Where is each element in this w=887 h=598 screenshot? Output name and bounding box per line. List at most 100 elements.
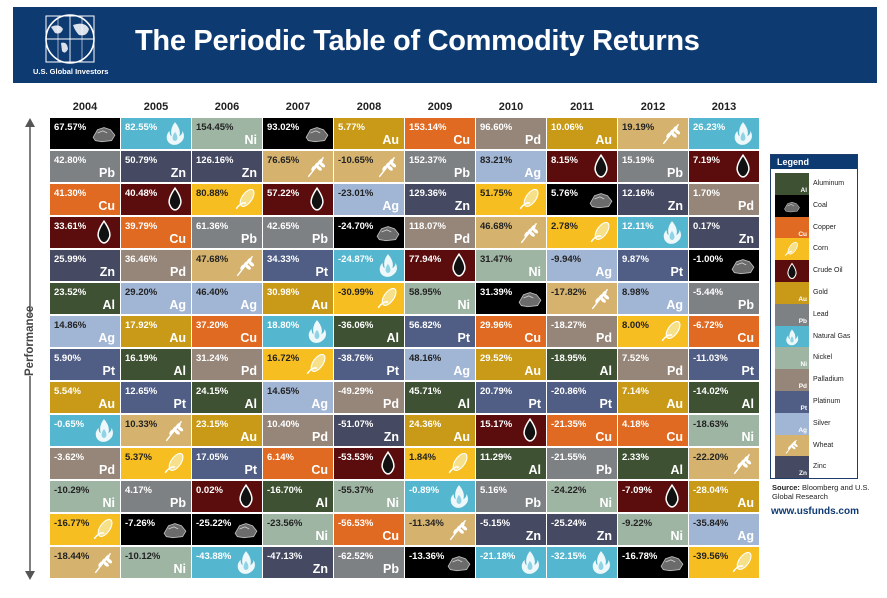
commodity-icon	[659, 120, 685, 149]
return-value: 42.65%	[267, 221, 300, 232]
return-value: 50.79%	[125, 155, 158, 166]
return-value: -11.03%	[693, 353, 728, 364]
return-value: -18.27%	[551, 320, 587, 331]
corn-icon	[377, 287, 397, 309]
legend-item: Pb Lead	[775, 303, 859, 326]
performance-axis-label: Performance	[24, 305, 38, 376]
return-value: -0.89%	[409, 485, 440, 496]
commodity-symbol: Pd	[525, 133, 541, 147]
return-value: -32.15%	[551, 551, 587, 562]
commodity-cell: 58.95% Ni	[405, 283, 475, 314]
return-value: 9.87%	[622, 254, 649, 265]
wheat-icon	[236, 255, 255, 277]
flame-icon	[379, 254, 397, 277]
commodity-cell: 129.36% Zn	[405, 184, 475, 215]
return-value: 0.17%	[693, 221, 720, 232]
coal-icon	[731, 259, 755, 275]
commodity-symbol: Zn	[312, 562, 328, 576]
return-value: -23.56%	[267, 518, 303, 529]
return-value: -17.82%	[551, 287, 587, 298]
legend-label: Palladium	[813, 376, 844, 384]
commodity-icon	[375, 219, 401, 248]
return-value: 30.98%	[267, 287, 300, 298]
return-value: 29.20%	[125, 287, 158, 298]
commodity-symbol: Ag	[666, 298, 683, 312]
commodity-cell: 76.65%	[263, 151, 333, 182]
return-value: 5.90%	[54, 353, 81, 364]
commodity-symbol: Pt	[741, 364, 755, 378]
commodity-cell: 39.79% Cu	[121, 217, 191, 248]
return-value: 96.60%	[480, 122, 513, 133]
commodity-cell: 48.16% Ag	[405, 349, 475, 380]
commodity-cell: 24.15% Al	[192, 382, 262, 413]
commodity-cell: 51.75%	[476, 184, 546, 215]
commodity-cell: 6.14% Cu	[263, 448, 333, 479]
return-value: 23.15%	[196, 419, 229, 430]
commodity-cell: 5.90% Pt	[50, 349, 120, 380]
corn-icon	[93, 518, 113, 540]
commodity-symbol: Pb	[383, 562, 399, 576]
corn-icon	[661, 320, 681, 342]
commodity-cell: 29.20% Ag	[121, 283, 191, 314]
return-value: 25.99%	[54, 254, 87, 265]
commodity-cell: 8.15%	[547, 151, 617, 182]
commodity-cell: 25.99% Zn	[50, 250, 120, 281]
commodity-cell: 1.84%	[405, 448, 475, 479]
return-value: 1.70%	[693, 188, 720, 199]
commodity-symbol: Pb	[667, 166, 683, 180]
commodity-symbol: Cu	[240, 331, 257, 345]
return-value: 15.19%	[622, 155, 655, 166]
commodity-cell: -23.01% Ag	[334, 184, 404, 215]
legend-symbol: Al	[800, 187, 808, 194]
commodity-symbol: Zn	[738, 232, 754, 246]
company-logo: U.S. Global Investors	[21, 11, 129, 79]
commodity-cell: -21.35% Cu	[547, 415, 617, 446]
commodity-symbol: Ni	[670, 529, 684, 543]
commodity-cell: -25.24% Zn	[547, 514, 617, 545]
year-header: 2013	[711, 101, 737, 113]
commodity-symbol: Ni	[599, 496, 613, 510]
commodity-cell: 45.71% Al	[405, 382, 475, 413]
commodity-symbol: Au	[524, 364, 541, 378]
commodity-symbol: Cu	[737, 331, 754, 345]
commodity-symbol: Au	[98, 397, 115, 411]
return-value: -36.06%	[338, 320, 374, 331]
commodity-cell: 8.00%	[618, 316, 688, 347]
commodity-cell: 10.33%	[121, 415, 191, 446]
return-value: -9.94%	[551, 254, 582, 265]
website-link[interactable]: www.usfunds.com	[771, 506, 859, 517]
commodity-icon	[162, 516, 188, 545]
commodity-symbol: Pd	[312, 430, 328, 444]
commodity-cell: -35.84% Ag	[689, 514, 759, 545]
commodity-cell: 20.79% Pt	[476, 382, 546, 413]
commodity-symbol: Pb	[99, 166, 115, 180]
commodity-cell: -17.82%	[547, 283, 617, 314]
return-value: -18.63%	[693, 419, 729, 430]
return-value: 18.80%	[267, 320, 300, 331]
year-header: 2006	[214, 101, 240, 113]
return-value: 1.84%	[409, 452, 436, 463]
corn-icon	[732, 551, 752, 573]
legend-label: Natural Gas	[813, 332, 851, 340]
commodity-symbol: Al	[599, 364, 613, 378]
header-banner: U.S. Global Investors The Periodic Table…	[13, 7, 877, 83]
commodity-symbol: Pd	[99, 463, 115, 477]
return-value: -49.29%	[338, 386, 374, 397]
return-value: 40.48%	[125, 188, 158, 199]
commodity-cell: 31.24% Pd	[192, 349, 262, 380]
commodity-symbol: Pt	[599, 397, 613, 411]
commodity-cell: -16.70% Al	[263, 481, 333, 512]
legend-swatch	[775, 238, 809, 261]
commodity-cell: 15.17%	[476, 415, 546, 446]
commodity-cell: 83.21% Ag	[476, 151, 546, 182]
commodity-icon	[375, 450, 401, 479]
legend-item: Al Aluminum	[775, 173, 859, 195]
return-value: 0.02%	[196, 485, 223, 496]
commodity-symbol: Ag	[98, 331, 115, 345]
return-value: -56.53%	[338, 518, 374, 529]
flame-icon	[166, 122, 184, 145]
return-value: 17.92%	[125, 320, 158, 331]
return-value: 61.36%	[196, 221, 229, 232]
return-value: 31.39%	[480, 287, 513, 298]
commodity-cell: -11.34%	[405, 514, 475, 545]
